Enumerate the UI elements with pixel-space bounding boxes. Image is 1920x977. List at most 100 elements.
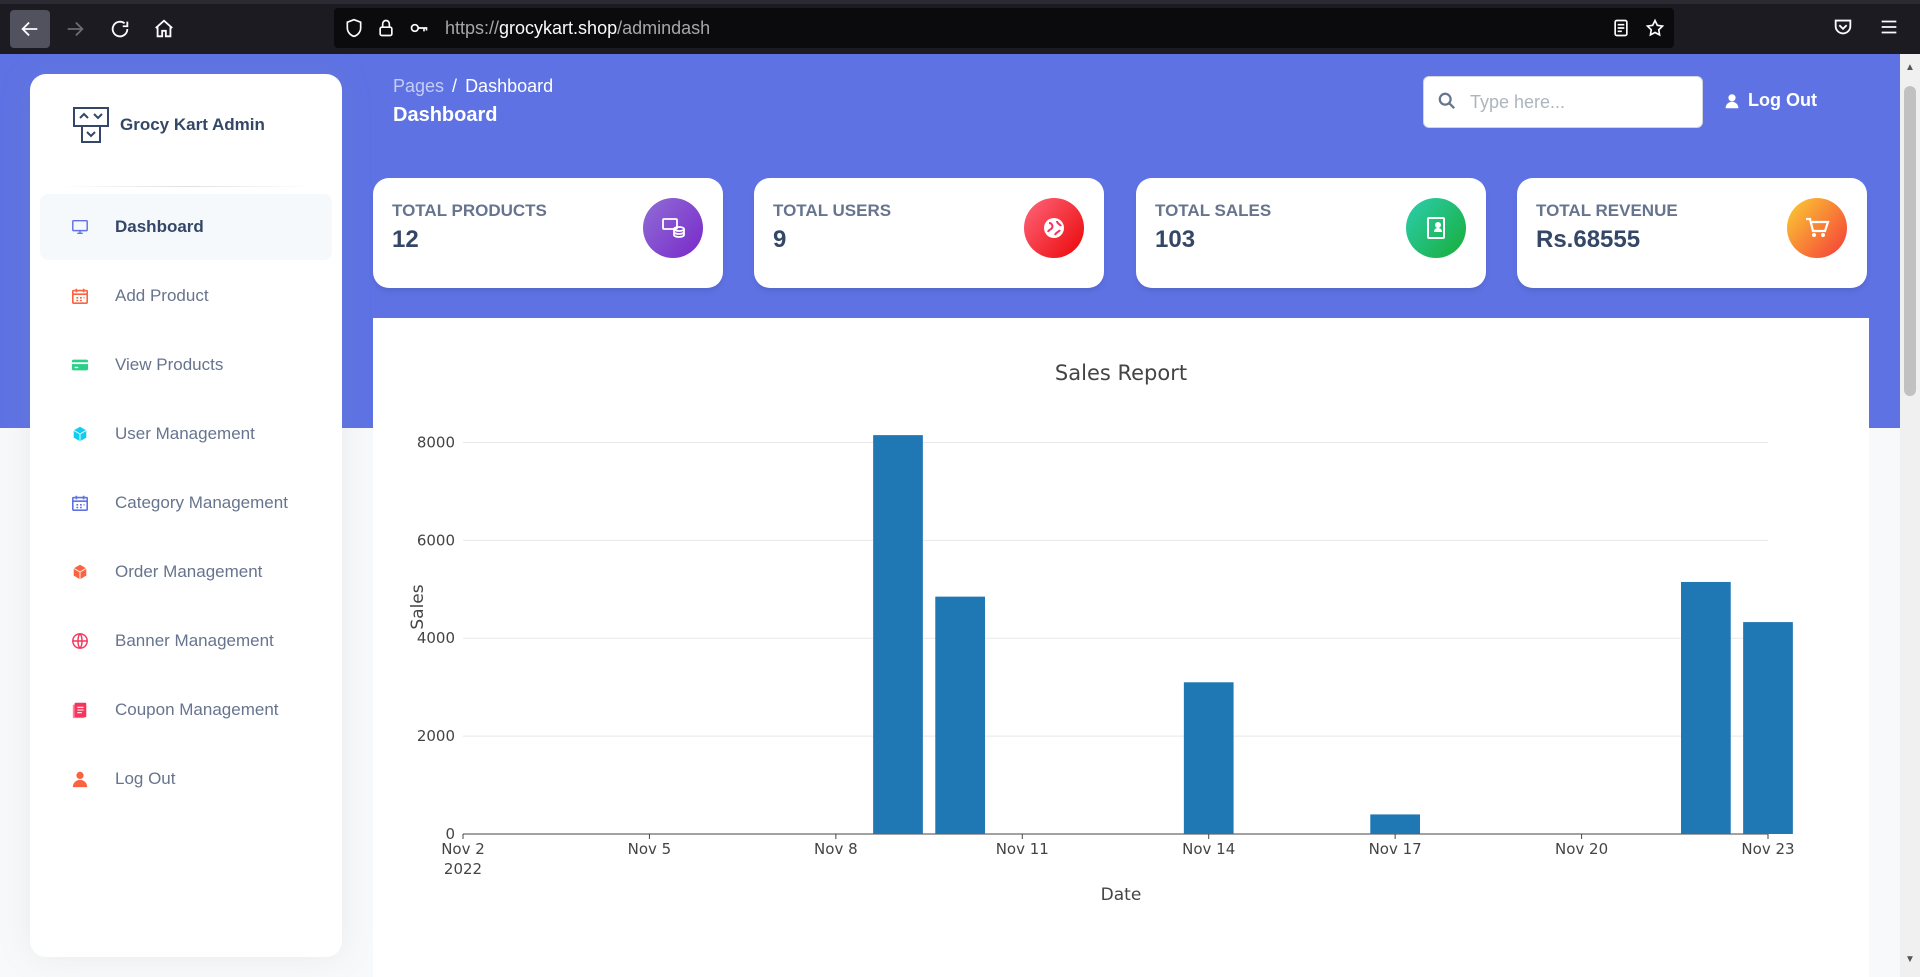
stat-card-total-revenue: TOTAL REVENUE Rs.68555 (1517, 178, 1867, 288)
sidebar-item-coupon-management[interactable]: Coupon Management (40, 677, 332, 743)
badge-icon (1406, 198, 1466, 258)
chart-bar[interactable] (873, 435, 923, 834)
user-icon (1725, 93, 1739, 108)
brand[interactable]: Grocy Kart Admin (72, 106, 265, 144)
url-host: grocykart.shop (499, 18, 618, 38)
x-axis-title: Date (1101, 885, 1142, 905)
sidebar-item-order-management[interactable]: Order Management (40, 539, 332, 605)
address-bar[interactable]: https://grocykart.shop/admindash (334, 8, 1674, 48)
x-tick-label: Nov 17 (1369, 840, 1422, 858)
home-icon (155, 19, 173, 38)
breadcrumb-current: Dashboard (465, 76, 554, 96)
chart-bar[interactable] (1743, 622, 1793, 834)
chart-bar[interactable] (1183, 682, 1234, 834)
sidebar-item-add-product[interactable]: Add Product (40, 263, 332, 329)
reader-view-icon[interactable] (1611, 18, 1631, 38)
logout-label: Log Out (1748, 90, 1817, 110)
shield-icon[interactable] (344, 18, 364, 38)
star-icon[interactable] (1645, 18, 1665, 38)
chart-bar[interactable] (935, 596, 985, 834)
key-icon[interactable] (409, 18, 429, 38)
breadcrumb-pages[interactable]: Pages (393, 76, 445, 96)
menu-icon[interactable] (1878, 16, 1900, 38)
url-prefix: https:// (445, 18, 500, 38)
sidebar-item-label: View Products (115, 355, 224, 374)
stat-value: Rs.68555 (1536, 226, 1641, 253)
arrow-left-icon (21, 21, 38, 37)
cart-icon (1787, 198, 1847, 258)
calendar-icon (70, 493, 90, 513)
x-tick-label: Nov 2 (441, 840, 485, 858)
y-axis-title: Sales (408, 584, 428, 629)
database-icon (643, 198, 703, 258)
sidebar-item-label: Coupon Management (115, 700, 279, 719)
scroll-up-icon[interactable]: ▲ (1905, 62, 1915, 73)
sidebar-item-dashboard[interactable]: Dashboard (40, 194, 332, 260)
brand-name: Grocy Kart Admin (120, 115, 265, 134)
sidebar-item-label: Log Out (115, 769, 176, 788)
chart-bar[interactable] (1681, 581, 1731, 834)
logo-icon (73, 107, 109, 143)
stat-label: TOTAL PRODUCTS (392, 201, 547, 220)
x-tick-label: Nov 8 (814, 840, 858, 858)
scrollbar[interactable]: ▲ ▼ (1900, 54, 1920, 977)
sidebar-item-label: Order Management (115, 562, 263, 581)
forward-button[interactable] (55, 10, 95, 48)
page: Grocy Kart Admin Dashboard Add Product V… (0, 54, 1900, 977)
stat-value: 12 (392, 226, 419, 253)
document-icon (70, 700, 90, 720)
stat-value: 103 (1155, 226, 1196, 253)
logout-button[interactable]: Log Out (1724, 90, 1817, 111)
user-icon (70, 769, 90, 789)
sidebar-item-label: Dashboard (115, 217, 204, 236)
sidebar-item-label: User Management (115, 424, 255, 443)
x-tick-sublabel: 2022 (444, 860, 482, 878)
lock-icon[interactable] (376, 18, 396, 38)
breadcrumb: Pages / Dashboard (393, 76, 553, 97)
page-title: Dashboard (393, 104, 498, 126)
stat-label: TOTAL REVENUE (1536, 201, 1678, 220)
sidebar-item-view-products[interactable]: View Products (40, 332, 332, 398)
url-text[interactable]: https://grocykart.shop/admindash (445, 18, 710, 39)
pocket-icon[interactable] (1832, 16, 1854, 38)
cube-icon (70, 424, 90, 444)
box-icon (70, 562, 90, 582)
x-tick-label: Nov 11 (996, 840, 1049, 858)
x-tick-label: Nov 20 (1555, 840, 1608, 858)
browser-toolbar: https://grocykart.shop/admindash (0, 0, 1920, 55)
y-tick-label: 0 (445, 825, 455, 843)
monitor-icon (70, 217, 90, 237)
stat-label: TOTAL SALES (1155, 201, 1272, 220)
breadcrumb-separator: / (452, 76, 458, 96)
stat-card-total-sales: TOTAL SALES 103 (1136, 178, 1486, 288)
chart-title: Sales Report (1055, 361, 1187, 385)
globe-icon (1024, 198, 1084, 258)
search-box[interactable] (1423, 76, 1703, 128)
scrollbar-thumb[interactable] (1904, 86, 1916, 396)
tab-strip (0, 0, 1920, 4)
sidebar-item-banner-management[interactable]: Banner Management (40, 608, 332, 674)
sidebar-item-log-out[interactable]: Log Out (40, 746, 332, 812)
sidebar-item-category-management[interactable]: Category Management (40, 470, 332, 536)
sidebar: Grocy Kart Admin Dashboard Add Product V… (30, 74, 342, 957)
calendar-grid-icon (70, 286, 90, 306)
back-button[interactable] (10, 10, 50, 48)
stat-value: 9 (773, 226, 787, 253)
y-tick-label: 8000 (417, 433, 455, 451)
sidebar-item-user-management[interactable]: User Management (40, 401, 332, 467)
sidebar-item-label: Category Management (115, 493, 288, 512)
y-tick-label: 6000 (417, 531, 455, 549)
search-input[interactable] (1468, 87, 1692, 117)
url-path: /admindash (617, 18, 711, 38)
home-button[interactable] (144, 10, 184, 48)
x-tick-label: Nov 23 (1741, 840, 1794, 858)
x-tick-label: Nov 14 (1182, 840, 1235, 858)
divider (60, 186, 312, 187)
sidebar-item-label: Add Product (115, 286, 209, 305)
sidebar-item-label: Banner Management (115, 631, 274, 650)
x-tick-label: Nov 5 (628, 840, 672, 858)
arrow-right-icon (67, 21, 84, 37)
reload-button[interactable] (100, 10, 140, 48)
scroll-down-icon[interactable]: ▼ (1905, 954, 1915, 965)
chart-bar[interactable] (1370, 814, 1420, 834)
